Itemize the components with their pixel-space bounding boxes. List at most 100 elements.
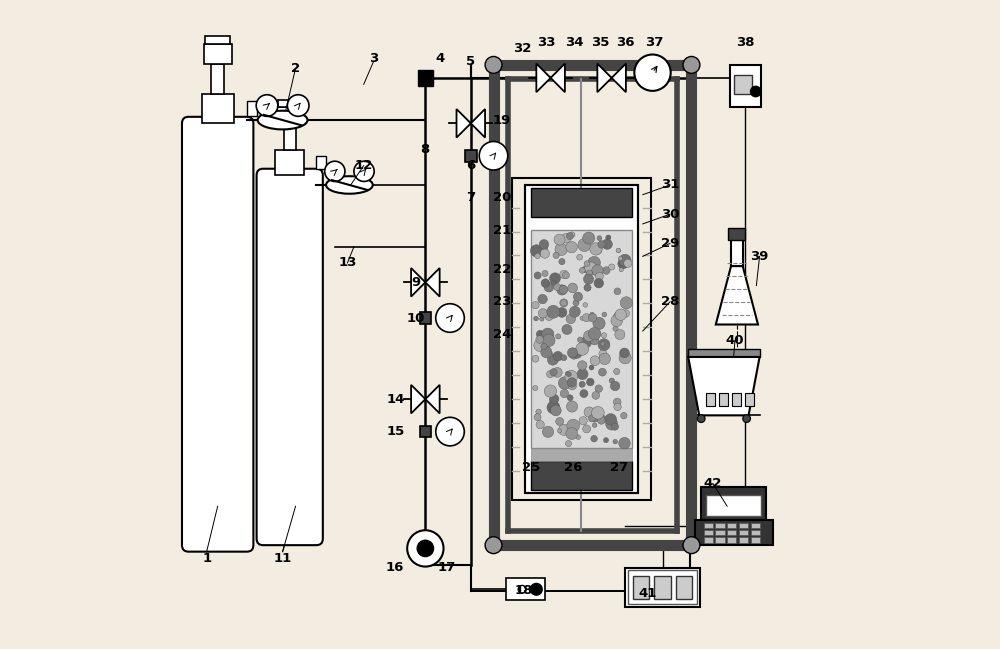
Bar <box>695 520 773 545</box>
Circle shape <box>597 236 602 241</box>
Text: 1: 1 <box>202 552 211 565</box>
Circle shape <box>541 347 552 358</box>
Polygon shape <box>457 109 471 138</box>
Text: 6: 6 <box>466 159 475 172</box>
Circle shape <box>598 339 610 350</box>
Circle shape <box>570 351 578 359</box>
Circle shape <box>566 372 571 376</box>
Circle shape <box>541 343 547 350</box>
Circle shape <box>586 378 594 386</box>
Bar <box>277 106 303 125</box>
Text: 7: 7 <box>466 191 475 204</box>
Circle shape <box>556 334 561 339</box>
Polygon shape <box>536 64 551 92</box>
Circle shape <box>530 245 542 257</box>
Circle shape <box>580 316 584 321</box>
Circle shape <box>543 246 548 251</box>
Circle shape <box>548 352 553 357</box>
Circle shape <box>618 259 628 269</box>
Circle shape <box>562 272 569 279</box>
Circle shape <box>354 161 374 182</box>
Circle shape <box>609 264 615 270</box>
Circle shape <box>578 239 591 252</box>
Bar <box>525 185 638 493</box>
Circle shape <box>579 381 585 387</box>
Circle shape <box>545 346 550 350</box>
Circle shape <box>615 330 625 339</box>
Bar <box>745 393 754 406</box>
Bar <box>211 64 224 93</box>
Circle shape <box>591 413 599 422</box>
Circle shape <box>588 328 601 340</box>
Circle shape <box>536 409 541 415</box>
Bar <box>654 576 671 599</box>
Ellipse shape <box>326 176 373 194</box>
Text: 30: 30 <box>661 208 679 221</box>
Bar <box>715 530 725 535</box>
Circle shape <box>550 273 561 284</box>
Circle shape <box>532 302 539 309</box>
Circle shape <box>588 256 600 269</box>
Bar <box>676 576 692 599</box>
Polygon shape <box>425 268 440 297</box>
Circle shape <box>566 241 577 253</box>
Circle shape <box>542 271 548 276</box>
Circle shape <box>553 351 563 361</box>
Circle shape <box>567 395 573 400</box>
Circle shape <box>547 401 560 414</box>
Circle shape <box>614 288 621 295</box>
Circle shape <box>533 386 538 391</box>
Text: 31: 31 <box>661 178 679 191</box>
Text: 33: 33 <box>537 36 556 49</box>
Bar <box>465 150 477 162</box>
Circle shape <box>598 241 605 248</box>
Circle shape <box>613 398 621 406</box>
Circle shape <box>600 341 605 346</box>
Circle shape <box>590 336 599 345</box>
Circle shape <box>565 371 578 383</box>
Circle shape <box>581 337 592 348</box>
Circle shape <box>566 314 576 324</box>
Text: 25: 25 <box>522 461 540 474</box>
Circle shape <box>586 273 591 278</box>
Polygon shape <box>612 64 626 92</box>
Polygon shape <box>411 385 425 413</box>
Text: 17: 17 <box>438 561 456 574</box>
Polygon shape <box>411 268 425 297</box>
Circle shape <box>554 234 565 245</box>
Circle shape <box>613 326 618 332</box>
Circle shape <box>557 285 567 295</box>
Circle shape <box>539 239 549 249</box>
Circle shape <box>531 583 542 595</box>
Bar <box>751 523 760 528</box>
Circle shape <box>619 254 631 266</box>
Circle shape <box>555 243 567 256</box>
Bar <box>284 125 296 150</box>
Bar <box>420 426 431 437</box>
Circle shape <box>576 435 581 439</box>
Circle shape <box>592 265 603 276</box>
Circle shape <box>611 423 619 430</box>
Circle shape <box>573 300 579 306</box>
Circle shape <box>565 371 571 376</box>
Bar <box>727 537 736 543</box>
Polygon shape <box>551 64 565 92</box>
Circle shape <box>615 309 627 321</box>
Circle shape <box>547 354 558 365</box>
Circle shape <box>536 421 544 429</box>
Circle shape <box>560 270 568 278</box>
Bar <box>202 93 234 123</box>
Circle shape <box>532 355 539 362</box>
Circle shape <box>606 418 618 430</box>
Circle shape <box>583 425 591 433</box>
Circle shape <box>560 389 569 398</box>
Circle shape <box>595 272 603 280</box>
Circle shape <box>552 367 562 377</box>
Bar <box>704 537 713 543</box>
Text: 26: 26 <box>564 461 583 474</box>
Circle shape <box>573 292 583 301</box>
Circle shape <box>565 441 572 447</box>
Bar <box>506 578 545 600</box>
Circle shape <box>584 261 590 267</box>
Circle shape <box>534 413 541 421</box>
